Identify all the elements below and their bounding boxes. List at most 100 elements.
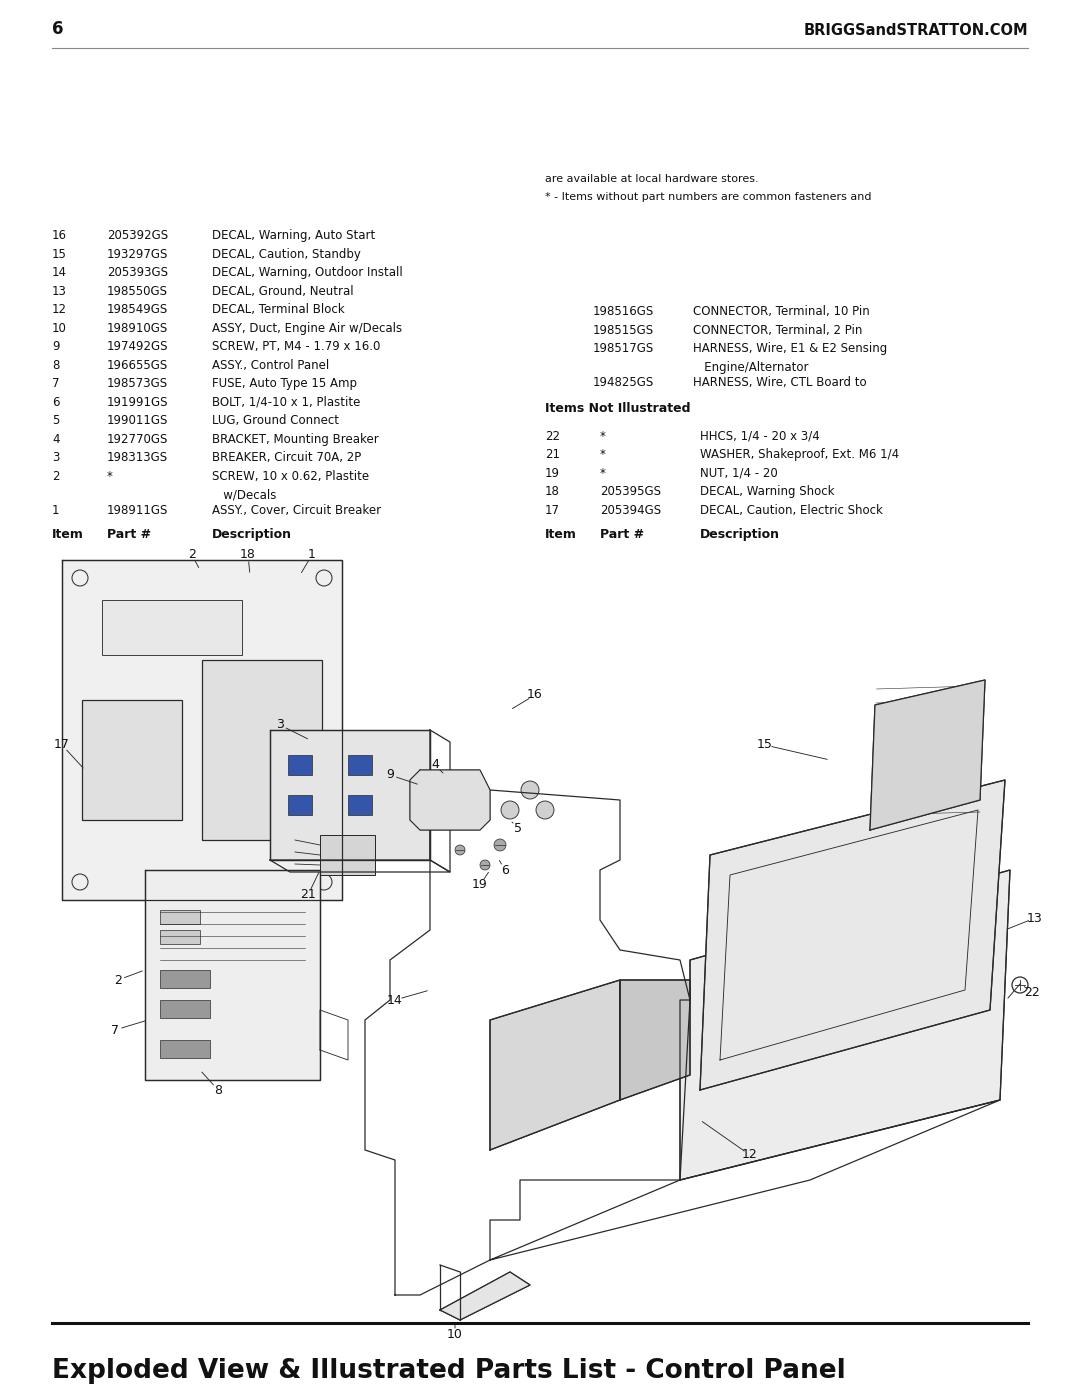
- Text: 14: 14: [387, 993, 403, 1006]
- Text: 3: 3: [276, 718, 284, 732]
- Polygon shape: [145, 870, 320, 1080]
- Text: 205395GS: 205395GS: [600, 485, 661, 499]
- Text: 18: 18: [240, 549, 256, 562]
- Text: 21: 21: [300, 888, 315, 901]
- Text: 10: 10: [447, 1329, 463, 1341]
- Text: HARNESS, Wire, E1 & E2 Sensing: HARNESS, Wire, E1 & E2 Sensing: [693, 342, 888, 355]
- Text: 12: 12: [52, 303, 67, 316]
- Text: Part #: Part #: [600, 528, 644, 541]
- Text: WASHER, Shakeproof, Ext. M6 1/4: WASHER, Shakeproof, Ext. M6 1/4: [700, 448, 900, 461]
- Text: 192770GS: 192770GS: [107, 433, 168, 446]
- Circle shape: [480, 861, 490, 870]
- Text: Engine/Alternator: Engine/Alternator: [693, 360, 809, 373]
- Text: 197492GS: 197492GS: [107, 341, 168, 353]
- Bar: [160, 1000, 210, 1018]
- Text: 194825GS: 194825GS: [593, 376, 654, 390]
- Polygon shape: [490, 981, 620, 1150]
- Bar: [160, 909, 200, 923]
- Text: 7: 7: [111, 1024, 119, 1037]
- Text: 15: 15: [757, 739, 773, 752]
- Text: 18: 18: [545, 485, 559, 499]
- Text: *: *: [600, 448, 606, 461]
- Text: 198573GS: 198573GS: [107, 377, 168, 390]
- Text: w/Decals: w/Decals: [212, 488, 276, 502]
- Text: 193297GS: 193297GS: [107, 247, 168, 261]
- Text: HHCS, 1/4 - 20 x 3/4: HHCS, 1/4 - 20 x 3/4: [700, 430, 820, 443]
- Text: 1: 1: [52, 504, 59, 517]
- Bar: [82, 700, 183, 820]
- Text: ASSY., Control Panel: ASSY., Control Panel: [212, 359, 329, 372]
- Text: 2: 2: [114, 974, 122, 986]
- Text: 17: 17: [545, 504, 561, 517]
- Text: 5: 5: [514, 821, 522, 834]
- Text: 8: 8: [52, 359, 59, 372]
- Text: ASSY, Duct, Engine Air w/Decals: ASSY, Duct, Engine Air w/Decals: [212, 321, 402, 335]
- Text: 9: 9: [386, 768, 394, 781]
- Text: LUG, Ground Connect: LUG, Ground Connect: [212, 415, 339, 427]
- Text: Description: Description: [212, 528, 292, 541]
- Text: Exploded View & Illustrated Parts List - Control Panel: Exploded View & Illustrated Parts List -…: [52, 1358, 846, 1384]
- Text: HARNESS, Wire, CTL Board to: HARNESS, Wire, CTL Board to: [693, 376, 866, 390]
- Text: 9: 9: [52, 341, 59, 353]
- Text: 19: 19: [545, 467, 561, 481]
- Text: * - Items without part numbers are common fasteners and: * - Items without part numbers are commo…: [545, 193, 872, 203]
- Text: 4: 4: [52, 433, 59, 446]
- Text: CONNECTOR, Terminal, 10 Pin: CONNECTOR, Terminal, 10 Pin: [693, 305, 869, 319]
- Polygon shape: [620, 981, 690, 1099]
- Text: 3: 3: [52, 451, 59, 464]
- Text: BREAKER, Circuit 70A, 2P: BREAKER, Circuit 70A, 2P: [212, 451, 361, 464]
- Bar: [160, 1039, 210, 1058]
- Text: 198549GS: 198549GS: [107, 303, 168, 316]
- Bar: [160, 930, 200, 944]
- Text: 17: 17: [54, 739, 70, 752]
- Text: 19: 19: [472, 879, 488, 891]
- Text: *: *: [107, 469, 113, 483]
- Text: 196655GS: 196655GS: [107, 359, 168, 372]
- Text: 15: 15: [52, 247, 67, 261]
- Text: DECAL, Caution, Standby: DECAL, Caution, Standby: [212, 247, 361, 261]
- Circle shape: [501, 800, 519, 819]
- Text: DECAL, Warning Shock: DECAL, Warning Shock: [700, 485, 835, 499]
- Bar: [288, 754, 312, 775]
- Text: DECAL, Warning, Auto Start: DECAL, Warning, Auto Start: [212, 229, 375, 242]
- Text: ASSY., Cover, Circuit Breaker: ASSY., Cover, Circuit Breaker: [212, 504, 381, 517]
- Bar: [348, 795, 372, 814]
- Text: NUT, 1/4 - 20: NUT, 1/4 - 20: [700, 467, 778, 481]
- Text: Items Not Illustrated: Items Not Illustrated: [545, 402, 690, 415]
- Text: BRACKET, Mounting Breaker: BRACKET, Mounting Breaker: [212, 433, 379, 446]
- Text: SCREW, 10 x 0.62, Plastite: SCREW, 10 x 0.62, Plastite: [212, 469, 369, 483]
- Text: DECAL, Ground, Neutral: DECAL, Ground, Neutral: [212, 285, 353, 298]
- Text: 2: 2: [52, 469, 59, 483]
- Bar: [320, 835, 375, 875]
- Text: 191991GS: 191991GS: [107, 395, 168, 409]
- Text: 6: 6: [52, 20, 64, 38]
- Text: 198517GS: 198517GS: [593, 342, 654, 355]
- Text: 198550GS: 198550GS: [107, 285, 168, 298]
- Text: Description: Description: [700, 528, 780, 541]
- Text: 205393GS: 205393GS: [107, 267, 168, 279]
- Text: 21: 21: [545, 448, 561, 461]
- Text: DECAL, Warning, Outdoor Install: DECAL, Warning, Outdoor Install: [212, 267, 403, 279]
- Text: 12: 12: [742, 1148, 758, 1161]
- Text: DECAL, Caution, Electric Shock: DECAL, Caution, Electric Shock: [700, 504, 882, 517]
- Text: 6: 6: [501, 863, 509, 876]
- Text: 198516GS: 198516GS: [593, 305, 654, 319]
- Text: 205392GS: 205392GS: [107, 229, 168, 242]
- Polygon shape: [270, 731, 430, 861]
- Text: DECAL, Terminal Block: DECAL, Terminal Block: [212, 303, 345, 316]
- Text: 198313GS: 198313GS: [107, 451, 168, 464]
- Bar: [202, 659, 322, 840]
- Text: Item: Item: [52, 528, 84, 541]
- Text: *: *: [600, 467, 606, 481]
- Circle shape: [536, 800, 554, 819]
- Text: 5: 5: [52, 415, 59, 427]
- Text: 16: 16: [527, 689, 543, 701]
- Polygon shape: [410, 770, 490, 830]
- Bar: [348, 754, 372, 775]
- Text: 198911GS: 198911GS: [107, 504, 168, 517]
- Text: 198910GS: 198910GS: [107, 321, 168, 335]
- Text: are available at local hardware stores.: are available at local hardware stores.: [545, 173, 758, 184]
- Polygon shape: [700, 780, 1005, 1090]
- Text: 1: 1: [308, 549, 316, 562]
- Text: 16: 16: [52, 229, 67, 242]
